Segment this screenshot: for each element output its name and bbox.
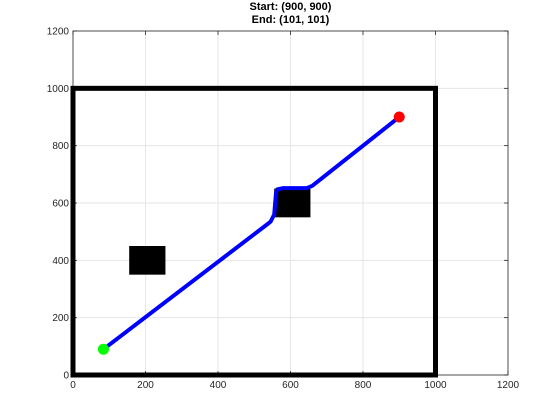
chart-title: Start: (900, 900)End: (101, 101)	[250, 1, 332, 26]
x-tick-label-1000: 1000	[424, 380, 447, 391]
obstacle-2	[274, 188, 311, 218]
x-tick-label-200: 200	[137, 380, 154, 391]
title-line-2: End: (101, 101)	[252, 14, 330, 26]
end-point	[97, 343, 109, 355]
x-tick-label-600: 600	[282, 380, 299, 391]
x-tick-label-1200: 1200	[497, 380, 520, 391]
x-tick-label-800: 800	[355, 380, 372, 391]
boundary-rect	[70, 85, 438, 378]
y-tick-label-400: 400	[52, 256, 69, 267]
y-tick-label-1200: 1200	[47, 27, 70, 38]
path-line-1	[101, 115, 402, 352]
start-point	[393, 111, 405, 123]
obstacle-1	[129, 246, 166, 275]
x-tick-label-0: 0	[70, 380, 76, 391]
x-tick-label-400: 400	[210, 380, 227, 391]
y-tick-label-200: 200	[52, 313, 69, 324]
y-tick-label-0: 0	[63, 371, 69, 382]
title-line-1: Start: (900, 900)	[250, 1, 332, 13]
y-tick-label-1000: 1000	[47, 84, 70, 95]
y-tick-label-800: 800	[52, 141, 69, 152]
plot-area	[70, 85, 438, 378]
y-tick-label-600: 600	[52, 199, 69, 210]
